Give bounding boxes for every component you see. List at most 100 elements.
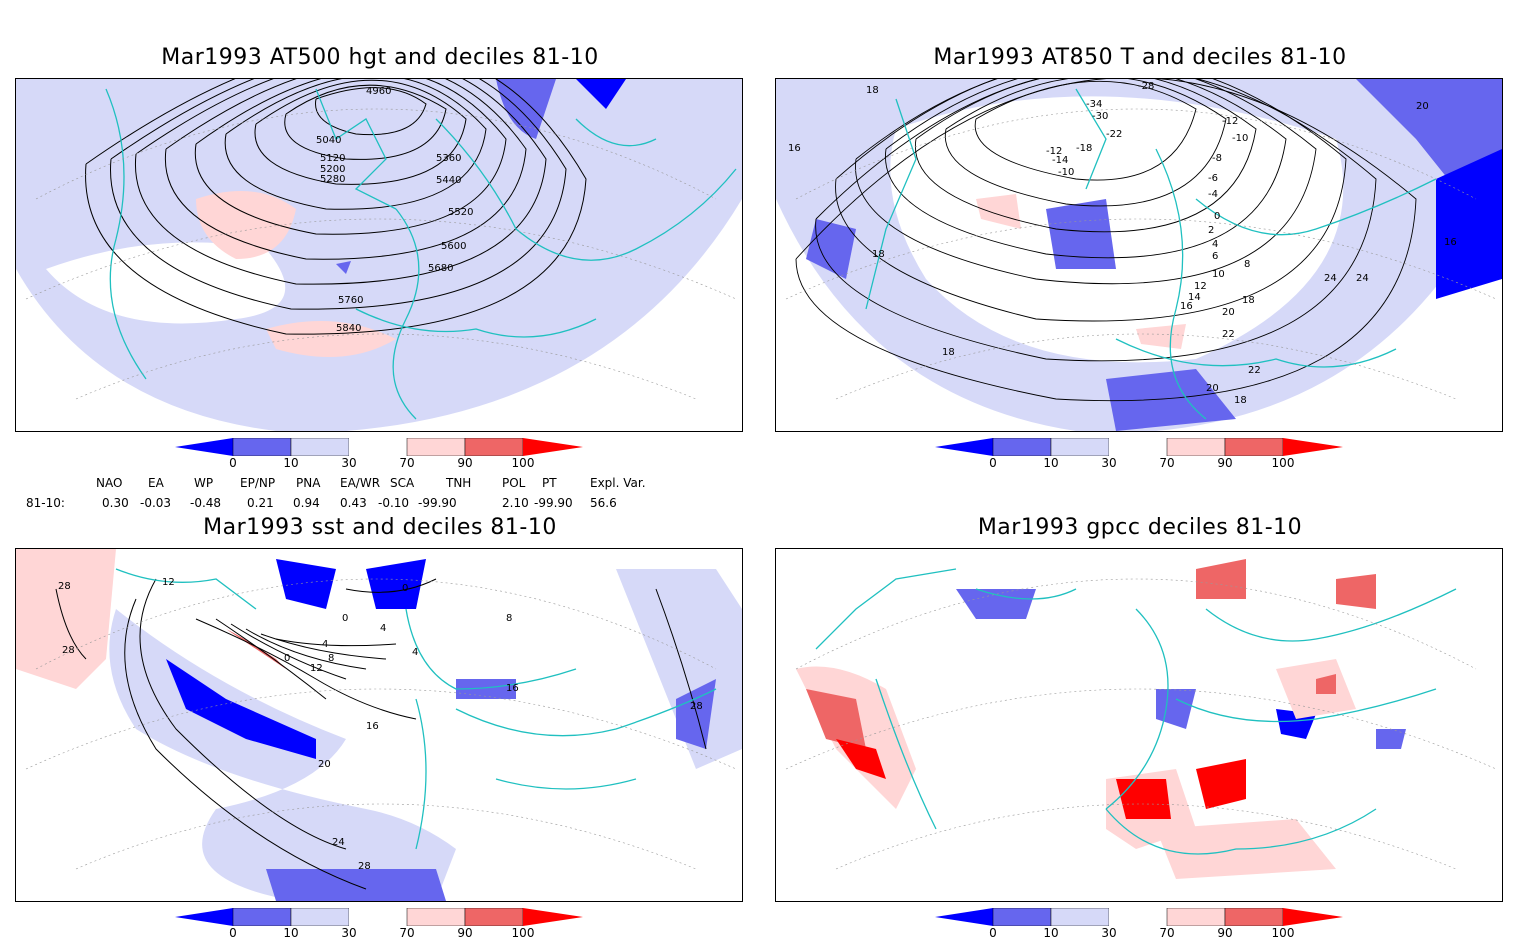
cb-swatch-1: [232, 437, 292, 457]
contour-label: 8: [1244, 259, 1250, 270]
contour-label: 4: [322, 639, 328, 650]
cb-swatch-6: [523, 438, 583, 456]
panel-title-bottom-left: Mar1993 sst and deciles 81-10: [203, 515, 557, 540]
contour-label: -6: [1208, 173, 1218, 184]
colorbar-top-right: 0 10 30 70 90 100: [935, 437, 1355, 478]
contour-label: 4: [1212, 239, 1218, 250]
contour-label: 14: [1188, 292, 1201, 303]
cb-swatch-6: [1283, 908, 1343, 926]
contour-label: 4: [412, 647, 418, 658]
contour-label: -10: [1058, 167, 1074, 178]
contour-label: 22: [1248, 365, 1261, 376]
index-header: PNA: [296, 476, 321, 490]
cb-label: 90: [1217, 926, 1233, 940]
contour-label: -12: [1222, 116, 1238, 127]
cb-label: 30: [1101, 456, 1117, 470]
colorbar-top-left: 0 10 30 70 90 100: [175, 437, 595, 478]
cb-swatch-6: [523, 908, 583, 926]
contour-label: 16: [366, 721, 379, 732]
index-value: -0.03: [140, 496, 172, 510]
panel-title-bottom-right: Mar1993 gpcc deciles 81-10: [977, 515, 1303, 540]
contour-label: -8: [1212, 153, 1222, 164]
map-panel-hgt500: 4960 5040 5120 5200 5280 5360 5440 5520 …: [15, 78, 743, 432]
colorbar-strip: [935, 437, 1343, 457]
index-value: 0.21: [247, 496, 274, 510]
contour-label: 8: [328, 653, 334, 664]
index-value: -99.90: [534, 496, 573, 510]
contour-label: 18: [942, 347, 955, 358]
index-value: 0.94: [293, 496, 320, 510]
contour-label: 5200: [320, 164, 345, 175]
cb-swatch-1: [992, 437, 1052, 457]
contour-label: 16: [1444, 237, 1457, 248]
cb-swatch-3: [1109, 908, 1167, 926]
index-header: WP: [194, 476, 214, 490]
cb-swatch-2: [290, 907, 350, 927]
contour-label: 28: [358, 861, 371, 872]
contour-label: 12: [1194, 281, 1207, 292]
cb-swatch-5: [1224, 437, 1284, 457]
cb-label: 30: [341, 456, 357, 470]
cb-label: 30: [341, 926, 357, 940]
contour-label: 20: [1416, 101, 1429, 112]
index-value: -99.90: [418, 496, 457, 510]
index-header: EA: [148, 476, 164, 490]
contour-label: -10: [1232, 133, 1248, 144]
map-panel-t850: -28 -34 -30 -22 -18 -14 -12 -10 -12 -10 …: [775, 78, 1503, 432]
cb-label: 100: [1271, 456, 1295, 470]
contour-label: -34: [1086, 99, 1102, 110]
index-table: NAO EA WP EP/NP PNA EA/WR SCA TNH POL PT…: [0, 476, 760, 516]
map-hgt500-svg: 4960 5040 5120 5200 5280 5360 5440 5520 …: [16, 79, 742, 431]
cb-label: 10: [283, 456, 299, 470]
cb-label: 0: [229, 456, 237, 470]
contour-label: 24: [1324, 273, 1337, 284]
index-header: SCA: [390, 476, 415, 490]
contour-label: 10: [1212, 269, 1225, 280]
contour-label: 18: [1242, 295, 1255, 306]
contour-label: 20: [1206, 383, 1219, 394]
index-row-label: 81-10:: [26, 496, 65, 510]
contour-label: -14: [1052, 155, 1068, 166]
contour-label: -28: [1138, 81, 1154, 92]
contour-label: 5280: [320, 174, 345, 185]
index-value: 0.30: [102, 496, 129, 510]
colorbar-strip: [175, 907, 583, 927]
cb-swatch-4: [406, 437, 466, 457]
index-header: Expl. Var.: [590, 476, 646, 490]
cb-label: 70: [399, 456, 415, 470]
index-value: 0.43: [340, 496, 367, 510]
cb-swatch-0: [935, 438, 993, 456]
map-t850-svg: -28 -34 -30 -22 -18 -14 -12 -10 -12 -10 …: [776, 79, 1502, 431]
colorbar-strip: [935, 907, 1343, 927]
cb-swatch-3: [1109, 438, 1167, 456]
cb-label: 100: [1271, 926, 1295, 940]
contour-label: -22: [1106, 129, 1122, 140]
contour-label: 16: [506, 683, 519, 694]
cb-swatch-6: [1283, 438, 1343, 456]
cb-label: 90: [1217, 456, 1233, 470]
contour-label: 20: [318, 759, 331, 770]
contour-label: 5360: [436, 153, 461, 164]
contour-label: 5760: [338, 295, 363, 306]
contour-label: 28: [690, 701, 703, 712]
contour-label: 5440: [436, 175, 461, 186]
cb-label: 30: [1101, 926, 1117, 940]
cb-swatch-4: [406, 907, 466, 927]
cb-label: 70: [1159, 456, 1175, 470]
cb-swatch-0: [935, 908, 993, 926]
index-value: -0.48: [190, 496, 222, 510]
map-panel-gpcc: [775, 548, 1503, 902]
map-sst-svg: 28 28 12 0 4 4 0 0 8 12 16 20 24 28 16 2…: [16, 549, 742, 901]
cb-swatch-5: [1224, 907, 1284, 927]
contour-label: 18: [872, 249, 885, 260]
index-header: POL: [502, 476, 526, 490]
index-value: 2.10: [502, 496, 529, 510]
cb-swatch-1: [232, 907, 292, 927]
contour-label: 18: [1234, 395, 1247, 406]
index-header: EP/NP: [240, 476, 276, 490]
cb-swatch-2: [1050, 907, 1110, 927]
contour-label: 4960: [366, 86, 391, 97]
cb-swatch-3: [349, 438, 407, 456]
contour-label: 2: [1208, 225, 1214, 236]
cb-label: 10: [1043, 926, 1059, 940]
